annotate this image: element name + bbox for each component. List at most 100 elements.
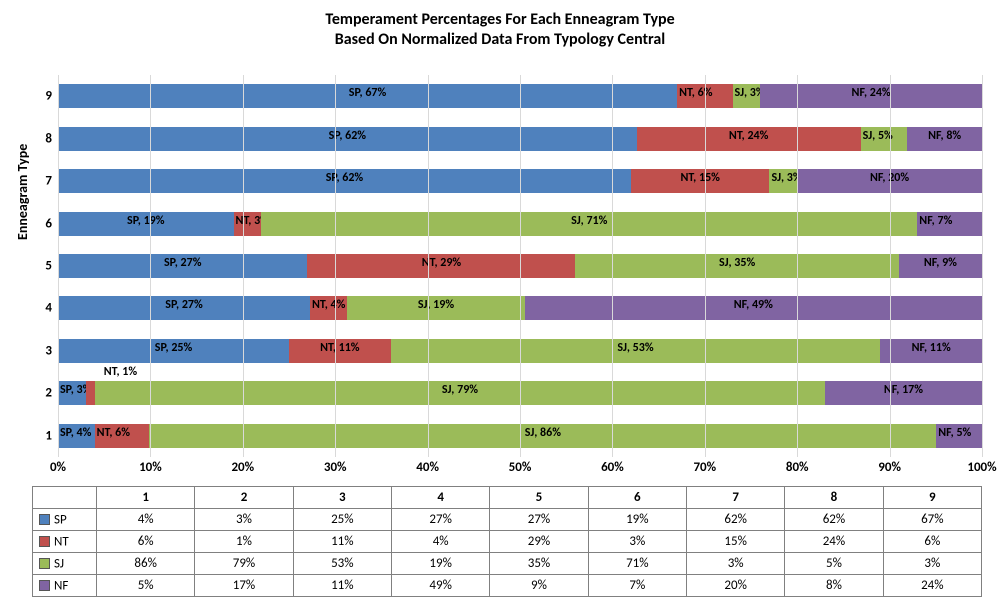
table-col-header: 8	[785, 487, 883, 509]
table-cell: 79%	[195, 553, 293, 575]
x-tick-label: 70%	[693, 460, 716, 475]
segment-label: NT, 24%	[729, 129, 768, 143]
y-tick-label: 8	[45, 131, 58, 146]
title-line-1: Temperament Percentages For Each Enneagr…	[14, 10, 986, 30]
gridline	[428, 75, 429, 457]
bar-segment-sp: SP, 3%	[58, 381, 86, 405]
table-cell: 6%	[97, 531, 195, 553]
segment-label: NT, 6%	[97, 426, 130, 440]
bar-segment-nt: NT, 6%	[95, 424, 150, 448]
table-col-header: 6	[588, 487, 686, 509]
table-cell: 5%	[97, 575, 195, 597]
bar-segment-sj: SJ, 79%	[95, 381, 825, 405]
series-name: NF	[54, 578, 68, 593]
segment-label: SJ, 19%	[418, 298, 454, 312]
table-row: NT6%1%11%4%29%3%15%24%6%	[33, 531, 982, 553]
segment-label: NF, 9%	[924, 256, 957, 270]
series-name: SJ	[54, 556, 64, 571]
bar-segment-nf: NF, 7%	[917, 212, 982, 236]
bar-segment-sj: SJ, 71%	[261, 212, 917, 236]
table-col-header: 3	[293, 487, 391, 509]
table-cell: 9%	[490, 575, 588, 597]
table-col-header: 4	[391, 487, 489, 509]
table-cell: 7%	[588, 575, 686, 597]
gridline	[520, 75, 521, 457]
segment-label: NT, 1%	[104, 365, 137, 379]
x-axis: 0%10%20%30%40%50%60%70%80%90%100%	[58, 457, 982, 477]
table-cell: 67%	[883, 509, 981, 531]
table-cell: 17%	[195, 575, 293, 597]
segment-label: SJ, 79%	[442, 383, 478, 397]
table-cell: 19%	[391, 553, 489, 575]
x-tick-label: 90%	[878, 460, 901, 475]
table-cell: 15%	[686, 531, 784, 553]
gridline	[797, 75, 798, 457]
bar-segment-nt: NT, 1%	[86, 381, 95, 405]
table-cell: 1%	[195, 531, 293, 553]
y-tick-label: 4	[45, 301, 58, 316]
bar-segment-nf: NF, 17%	[825, 381, 982, 405]
table-cell: 3%	[686, 553, 784, 575]
table-cell: 24%	[883, 575, 981, 597]
gridline	[890, 75, 891, 457]
segment-label: SP, 67%	[349, 86, 386, 100]
table-col-header: 5	[490, 487, 588, 509]
bar-segment-nt: NT, 24%	[637, 127, 861, 151]
series-header-nf: NF	[33, 575, 97, 597]
x-tick-label: 30%	[324, 460, 347, 475]
table-row: SJ86%79%53%19%35%71%3%5%3%	[33, 553, 982, 575]
bar-segment-nf: NF, 24%	[760, 84, 982, 108]
series-header-sp: SP	[33, 509, 97, 531]
bar-segment-nf: NF, 9%	[899, 254, 982, 278]
legend-swatch	[39, 514, 50, 525]
x-tick-label: 80%	[786, 460, 809, 475]
table-col-header: 9	[883, 487, 981, 509]
gridline	[612, 75, 613, 457]
gridline	[982, 75, 983, 457]
table-cell: 27%	[391, 509, 489, 531]
table-cell: 86%	[97, 553, 195, 575]
y-tick-label: 9	[45, 89, 58, 104]
table-cell: 3%	[883, 553, 981, 575]
segment-label: SP, 4%	[60, 426, 91, 440]
chart-title: Temperament Percentages For Each Enneagr…	[14, 10, 986, 50]
segment-label: NT, 6%	[679, 86, 712, 100]
bar-segment-nt: NT, 15%	[631, 169, 770, 193]
bar-segment-sj: SJ, 19%	[347, 296, 524, 320]
segment-label: SJ, 71%	[571, 214, 607, 228]
bar-segment-nf: NF, 5%	[936, 424, 982, 448]
table-cell: 4%	[97, 509, 195, 531]
bar-segment-sj: SJ, 53%	[391, 339, 881, 363]
series-header-sj: SJ	[33, 553, 97, 575]
bar-segment-sj: SJ, 5%	[861, 127, 908, 151]
table-cell: 6%	[883, 531, 981, 553]
table-cell: 71%	[588, 553, 686, 575]
table-cell: 25%	[293, 509, 391, 531]
table-cell: 20%	[686, 575, 784, 597]
table-col-header: 1	[97, 487, 195, 509]
bar-segment-sp: SP, 62%	[58, 169, 631, 193]
table-cell: 4%	[391, 531, 489, 553]
bar-segment-sj: SJ, 3%	[769, 169, 797, 193]
y-tick-label: 1	[45, 428, 58, 443]
table-cell: 53%	[293, 553, 391, 575]
gridline	[243, 75, 244, 457]
legend-swatch	[39, 580, 50, 591]
chart-container: Temperament Percentages For Each Enneagr…	[0, 0, 1000, 616]
segment-label: SP, 19%	[127, 214, 164, 228]
table-cell: 27%	[490, 509, 588, 531]
segment-label: NT, 4%	[312, 298, 345, 312]
data-table: 123456789SP4%3%25%27%27%19%62%62%67%NT6%…	[32, 486, 982, 597]
x-tick-label: 40%	[416, 460, 439, 475]
bar-segment-sj: SJ, 86%	[149, 424, 936, 448]
legend-swatch	[39, 536, 50, 547]
gridline	[335, 75, 336, 457]
table-cell: 29%	[490, 531, 588, 553]
table-cell: 24%	[785, 531, 883, 553]
table-cell: 3%	[588, 531, 686, 553]
table-cell: 11%	[293, 575, 391, 597]
bar-segment-nt: NT, 29%	[307, 254, 575, 278]
table-cell: 62%	[785, 509, 883, 531]
x-tick-label: 100%	[967, 460, 996, 475]
segment-label: NF, 7%	[919, 214, 952, 228]
